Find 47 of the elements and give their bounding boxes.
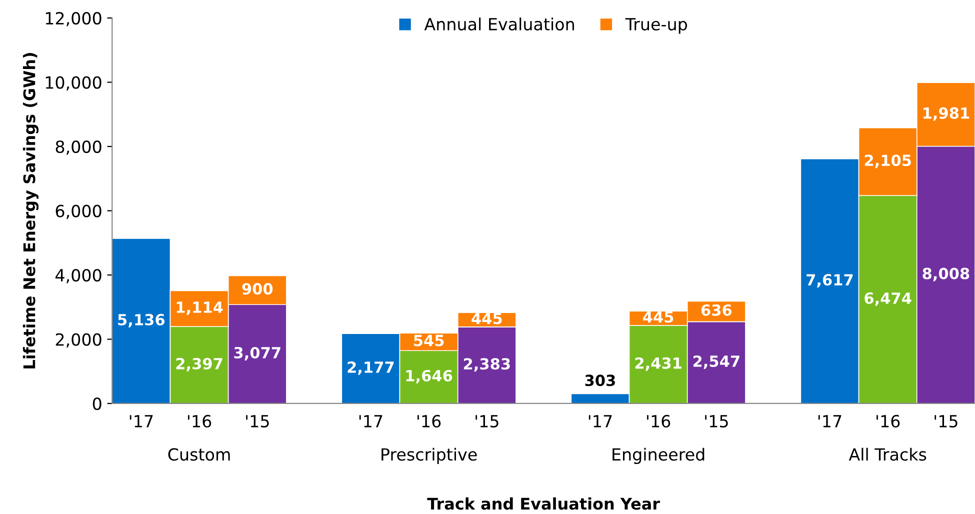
- y-tick-label: 12,000: [46, 12, 102, 26]
- data-label: 6,474: [864, 292, 912, 306]
- x-tick-label: '15: [934, 415, 958, 428]
- x-tick-label: '16: [647, 414, 670, 428]
- data-label: 3,077: [234, 346, 280, 360]
- x-tick-label: '16: [876, 414, 900, 428]
- data-label: 545: [414, 334, 444, 346]
- data-label: 7,617: [806, 274, 853, 288]
- data-label: 2,177: [348, 361, 394, 375]
- x-tick-label: '17: [359, 415, 382, 428]
- legend-label: True-up: [625, 18, 688, 34]
- data-label: 8,008: [922, 268, 970, 282]
- data-label: 2,105: [864, 154, 911, 168]
- x-tick-label: '15: [476, 415, 498, 428]
- data-label: 2,397: [176, 358, 222, 372]
- data-label: 2,431: [635, 357, 682, 371]
- x-tick-label: '15: [705, 415, 728, 428]
- text: Prescriptive: [382, 448, 477, 464]
- data-label: 2,383: [464, 358, 510, 372]
- data-label: 5,136: [118, 314, 165, 328]
- x-tick-label: '17: [818, 415, 842, 428]
- y-axis-title: Lifetime Net Energy Savings (GWh): [22, 53, 39, 368]
- legend-label: Annual Evaluation: [424, 18, 574, 30]
- data-label: 303: [585, 374, 615, 386]
- x-tick-label: '16: [418, 414, 441, 428]
- data-label: 1,981: [924, 107, 970, 121]
- x-tick-label: '16: [188, 414, 212, 428]
- y-tick-label: 6,000: [56, 204, 102, 220]
- data-label: 900: [242, 283, 273, 295]
- y-tick-label: 2,000: [56, 333, 102, 348]
- data-label: 636: [701, 304, 732, 316]
- data-label: 1,114: [176, 302, 223, 315]
- x-axis-title: Track and Evaluation Year: [427, 497, 660, 510]
- data-label: 2,547: [693, 355, 740, 369]
- y-tick-label: 8,000: [56, 140, 102, 155]
- x-tick-label: '17: [588, 415, 612, 428]
- data-label: 445: [472, 312, 502, 324]
- y-tick-label: 0: [92, 397, 102, 410]
- text: Engineered: [612, 448, 704, 464]
- data-label: 445: [643, 311, 674, 323]
- x-tick-label: '15: [246, 415, 269, 428]
- x-tick-label: '17: [130, 415, 153, 428]
- text: Custom: [168, 448, 230, 461]
- text: All Tracks: [848, 448, 926, 461]
- data-label: 1,646: [406, 370, 452, 384]
- y-tick-label: 10,000: [46, 76, 102, 91]
- y-tick-label: 4,000: [56, 268, 102, 284]
